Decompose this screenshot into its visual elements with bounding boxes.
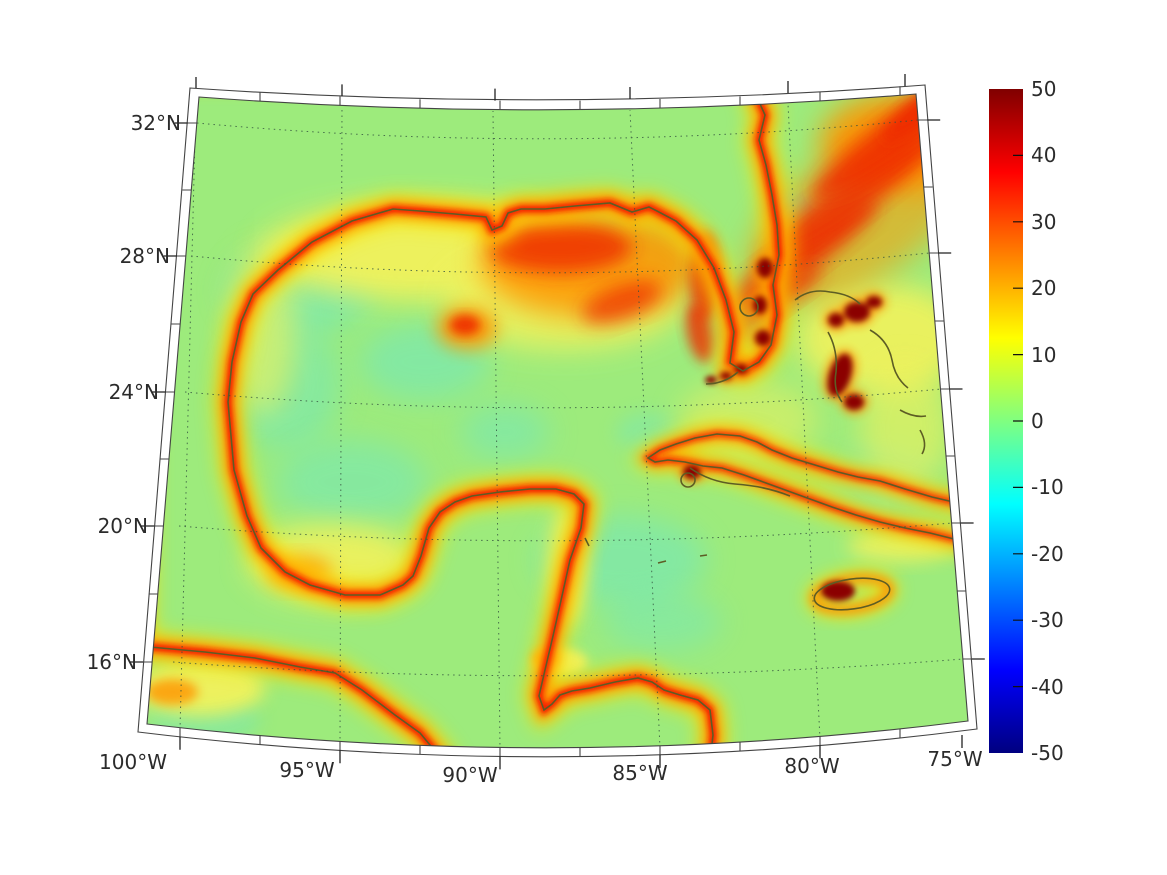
field-blob (602, 592, 722, 652)
isla-juventud (680, 472, 696, 488)
meridian-100w (179, 97, 197, 731)
lat-tick-label: 20°N (98, 514, 148, 538)
lon-ticks-bottom (179, 735, 963, 770)
frame-divisions-right (918, 119, 972, 660)
colorbar-tick-label: -50 (1031, 741, 1064, 765)
lon-tick-label: 85°W (612, 761, 667, 785)
field-blob (488, 221, 632, 273)
frame-outer (137, 84, 978, 758)
field-blob (277, 440, 427, 524)
colorbar-labels: 50 40 30 20 10 0 -10 -20 -30 -40 -50 (1031, 77, 1064, 765)
coastline-southern-bahamas (899, 409, 927, 455)
meridian-85w (629, 109, 661, 748)
lon-tick-label: 75°W (927, 747, 982, 771)
land-group (147, 94, 968, 748)
lat-axis-labels: 32°N 28°N 24°N 20°N 16°N (87, 111, 181, 674)
colorbar-ticks (1013, 154, 1023, 688)
axis-ticks (130, 74, 985, 770)
small-cays (584, 537, 708, 564)
colorbar-tick-label: 40 (1031, 143, 1056, 167)
lake-okeechobee (739, 297, 759, 317)
meridian-80w (787, 103, 821, 740)
field-blob (582, 280, 662, 324)
parallel-16n (172, 658, 964, 677)
parallel-20n (178, 522, 953, 542)
land-small-islands (679, 254, 886, 483)
lon-tick-label: 90°W (442, 763, 497, 787)
colorbar-tick-label: 30 (1031, 210, 1056, 234)
parallel-24n (184, 388, 942, 409)
lon-tick-label: 95°W (279, 758, 334, 782)
coastline-florida-keys (705, 371, 739, 385)
island-cores (683, 258, 882, 479)
meridian-95w (339, 105, 343, 745)
lon-tick-label: 100°W (99, 750, 167, 774)
coastline-eleuthera (869, 329, 909, 389)
colorbar-tick-label: -20 (1031, 542, 1064, 566)
lat-tick-label: 32°N (131, 111, 181, 135)
lon-axis-labels: 100°W 95°W 90°W 85°W 80°W 75°W (99, 747, 983, 787)
lat-ticks-left (130, 122, 188, 663)
field-blob (147, 679, 198, 705)
field-blob (460, 404, 550, 460)
colorbar-tick-label: 10 (1031, 343, 1056, 367)
colorbar-tick-label: 0 (1031, 409, 1044, 433)
lat-tick-label: 28°N (120, 244, 170, 268)
frame-inner (146, 93, 969, 749)
map-field (147, 94, 968, 748)
field-blob (450, 315, 480, 335)
colorbar: 50 40 30 20 10 0 -10 -20 -30 -40 -50 (989, 77, 1064, 765)
coastline-grand-bahama (794, 290, 861, 305)
map-frame (137, 84, 978, 758)
land-fill (821, 581, 855, 601)
lon-ticks-top (195, 74, 906, 101)
coastline-cuba-cays (689, 467, 791, 497)
field-blob (860, 363, 950, 493)
lat-tick-label: 24°N (109, 380, 159, 404)
lon-tick-label: 80°W (784, 754, 839, 778)
colorbar-tick-label: -30 (1031, 608, 1064, 632)
coastline-andros (827, 331, 843, 403)
graticule (172, 97, 964, 748)
meridian-90w (492, 110, 501, 748)
parallel-28n (190, 252, 930, 274)
colorbar-tick-label: -10 (1031, 475, 1064, 499)
lat-ticks-right (927, 119, 985, 660)
colorbar-tick-label: -40 (1031, 675, 1064, 699)
colorbar-tick-label: 20 (1031, 276, 1056, 300)
field-blob (685, 303, 715, 363)
colorbar-tick-label: 50 (1031, 77, 1056, 101)
frame-divisions-top (259, 86, 901, 110)
frame-divisions-left (143, 122, 197, 663)
gulf-stream-streak (762, 130, 942, 264)
lat-tick-label: 16°N (87, 650, 137, 674)
land-jamaica (812, 574, 891, 614)
coastlines (147, 94, 968, 748)
frame-divisions-bottom (179, 727, 901, 757)
